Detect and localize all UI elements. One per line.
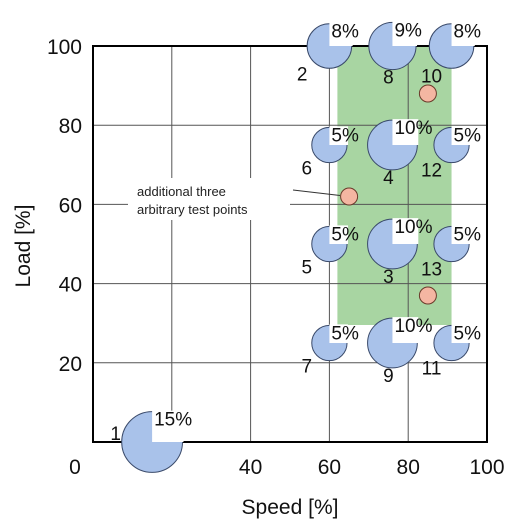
mode-weight-label: 5% [331,224,359,245]
mode-id-label: 4 [383,168,394,189]
mode-weight-label: 10% [394,316,432,337]
mode-id-label: 7 [301,357,312,378]
y-tick-label: 40 [59,274,82,297]
x-axis-label: Speed [%] [242,496,339,519]
annotation-text: arbitrary test points [137,202,248,217]
mode-id-label: 13 [421,260,442,281]
mode-id-label: 10 [421,66,442,87]
mode-labels-layer: 15% 1 8% 2 9% 8 8% 10 5% 6 10% 4 5% 12 5% 5 10% 3 5% 13 5% 7 1… [110,20,481,445]
annotation-layer: additional three arbitrary test points [128,178,340,220]
mode-weight-label: 5% [331,323,359,344]
mode-weight-label: 9% [394,20,422,41]
test-point [341,188,358,205]
mode-id-label: 11 [422,359,442,380]
y-tick-label: 100 [47,36,82,59]
mode-weight-label: 15% [154,410,192,431]
mode-weight-label: 5% [331,125,359,146]
y-tick-label: 60 [59,194,82,217]
test-point [419,287,436,304]
mode-id-label: 9 [383,366,394,387]
annotation-leader [293,190,340,195]
mode-weight-label: 5% [454,224,482,245]
mode-weight-label: 10% [394,217,432,238]
y-axis-label: Load [%] [12,205,35,288]
mode-weight-label: 5% [454,125,482,146]
x-tick-label: 60 [318,456,341,479]
mode-weight-label: 10% [394,118,432,139]
y-tick-label: 20 [59,353,82,376]
mode-weight-label: 8% [331,22,359,43]
mode-id-label: 12 [421,161,442,182]
annotation-text: additional three [137,184,226,199]
mode-id-label: 1 [110,424,121,445]
mode-weight-label: 5% [454,323,482,344]
x-tick-label: 100 [469,456,504,479]
mode-id-label: 8 [383,68,394,89]
mode-id-label: 5 [301,258,312,279]
mode-weight-label: 8% [454,22,482,43]
x-tick-label: 80 [397,456,420,479]
x-tick-label: 0 [69,456,81,479]
mode-id-label: 6 [301,159,312,180]
mode-id-label: 2 [297,64,308,85]
x-tick-label: 40 [239,456,262,479]
mode-id-label: 3 [383,267,394,288]
test-point [419,85,436,102]
y-tick-label: 80 [59,115,82,138]
